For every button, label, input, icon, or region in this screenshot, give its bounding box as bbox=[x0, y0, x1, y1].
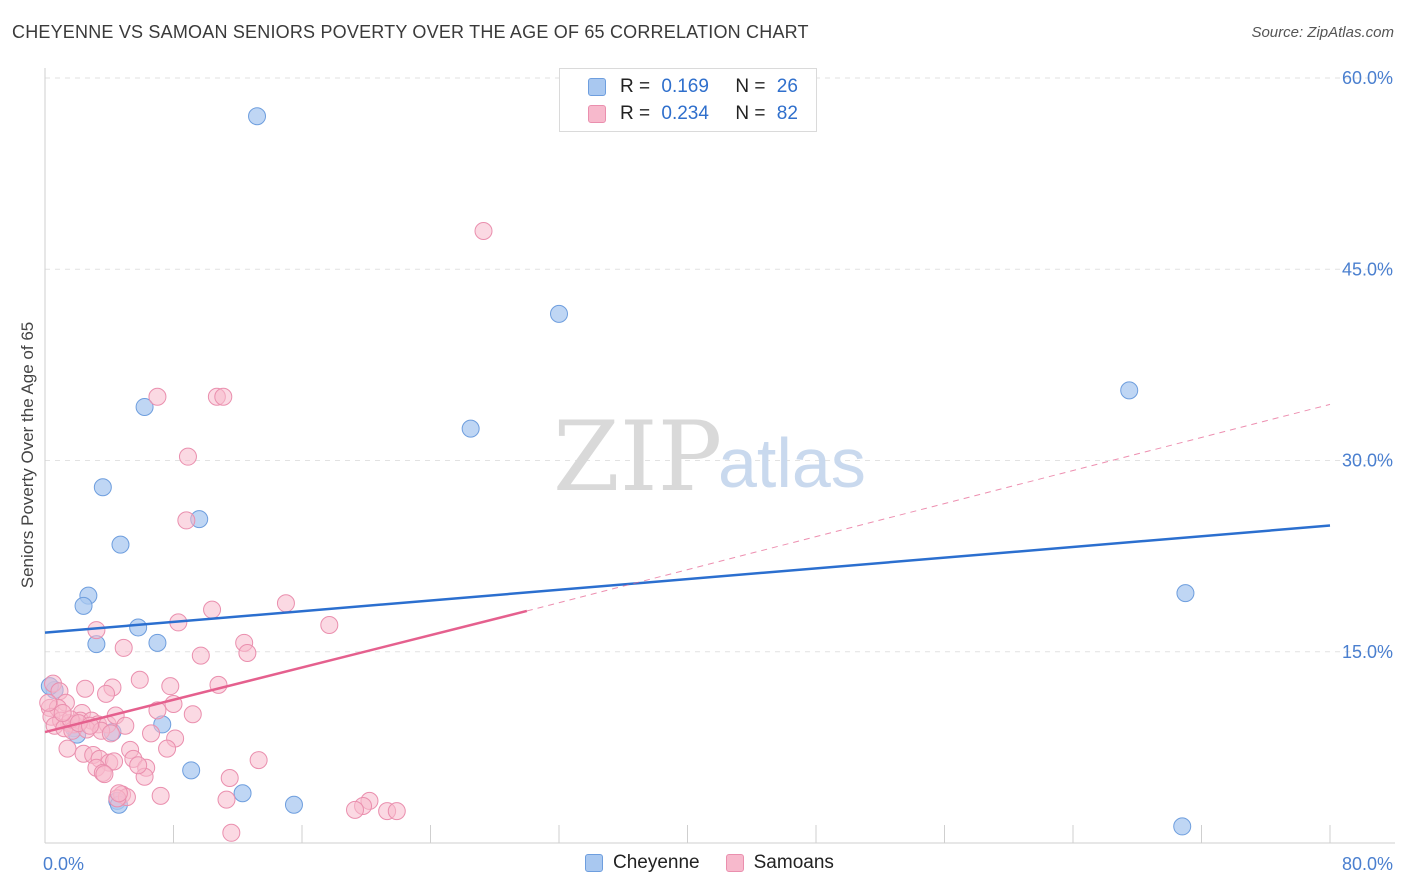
samoan-point bbox=[203, 600, 222, 619]
correlation-legend: R = 0.169 N = 26 R = 0.234 N = 82 bbox=[559, 68, 817, 132]
samoan-point bbox=[58, 739, 77, 758]
x-tick-label: 80.0% bbox=[1342, 854, 1393, 874]
legend-item-samoans[interactable]: Samoans bbox=[725, 852, 834, 874]
chart-title: CHEYENNE VS SAMOAN SENIORS POVERTY OVER … bbox=[12, 22, 809, 42]
samoan-point bbox=[214, 387, 233, 406]
samoan-point bbox=[101, 724, 120, 743]
gridlines bbox=[45, 77, 1395, 653]
samoan-point bbox=[222, 823, 241, 842]
cheyenne-point bbox=[93, 478, 112, 497]
cheyenne-point bbox=[284, 795, 303, 814]
samoan-point bbox=[178, 447, 197, 466]
samoan-point bbox=[95, 765, 114, 784]
watermark: ZIP atlas bbox=[553, 401, 866, 513]
cheyenne-point bbox=[111, 535, 130, 554]
samoan-point bbox=[76, 679, 95, 698]
cheyenne-point bbox=[233, 784, 252, 803]
legend-r-label: R = bbox=[620, 76, 651, 97]
y-tick-label: 45.0% bbox=[1342, 259, 1393, 279]
samoan-swatch bbox=[725, 854, 744, 872]
samoan-point bbox=[148, 387, 167, 406]
samoan-point bbox=[161, 677, 180, 696]
samoan-point bbox=[158, 739, 177, 758]
legend-item-cheyenne[interactable]: Cheyenne bbox=[585, 852, 700, 874]
legend-row-cheyenne: R = 0.169 N = 26 bbox=[588, 75, 798, 99]
legend-r-label: R = bbox=[620, 103, 651, 124]
legend-row-samoans: R = 0.234 N = 82 bbox=[588, 102, 798, 126]
cheyenne-point bbox=[461, 419, 480, 438]
samoan-point bbox=[191, 646, 210, 665]
samoan-point bbox=[116, 716, 135, 735]
y-tick-label: 15.0% bbox=[1342, 642, 1393, 662]
samoan-point bbox=[114, 638, 133, 657]
legend-r-value: 0.169 bbox=[661, 76, 709, 97]
cheyenne-trend-line bbox=[44, 524, 1331, 634]
cheyenne-point bbox=[74, 596, 93, 615]
watermark-zip: ZIP bbox=[553, 401, 722, 513]
tick-labels: 15.0% 30.0% 45.0% 60.0% 0.0% 80.0% bbox=[43, 68, 1393, 874]
samoan-trend-line bbox=[44, 609, 528, 734]
samoan-point bbox=[97, 684, 116, 703]
legend-n-value: 82 bbox=[776, 103, 798, 124]
source-label: Source: ZipAtlas.com bbox=[1251, 24, 1394, 41]
samoan-point bbox=[320, 615, 339, 634]
y-tick-label: 60.0% bbox=[1342, 68, 1393, 88]
cheyenne-point bbox=[1120, 381, 1139, 400]
samoan-point bbox=[217, 790, 236, 809]
cheyenne-point bbox=[182, 761, 201, 780]
samoan-point bbox=[39, 693, 58, 712]
x-tick-label: 0.0% bbox=[43, 854, 84, 874]
cheyenne-point bbox=[1173, 817, 1192, 836]
samoan-point bbox=[129, 756, 148, 775]
series-legend: Cheyenne Samoans bbox=[585, 852, 860, 874]
trend-lines bbox=[44, 403, 1331, 734]
samoan-point bbox=[474, 222, 493, 240]
samoan-point bbox=[105, 752, 124, 771]
samoan-point bbox=[177, 511, 196, 530]
samoan-points bbox=[39, 222, 493, 842]
samoan-point bbox=[109, 784, 128, 803]
samoan-point bbox=[346, 800, 365, 819]
cheyenne-point bbox=[248, 107, 267, 126]
samoan-point bbox=[151, 786, 170, 805]
samoan-point bbox=[142, 724, 161, 743]
samoan-point bbox=[53, 703, 72, 722]
legend-n-label: N = bbox=[735, 76, 766, 97]
y-tick-label: 30.0% bbox=[1342, 451, 1393, 471]
samoan-point bbox=[183, 705, 202, 724]
samoan-point bbox=[130, 670, 149, 689]
watermark-atlas: atlas bbox=[718, 424, 866, 502]
cheyenne-point bbox=[135, 397, 154, 416]
samoan-point bbox=[387, 802, 406, 821]
legend-label-cheyenne: Cheyenne bbox=[613, 852, 700, 873]
cheyenne-swatch bbox=[585, 854, 603, 872]
legend-n-label: N = bbox=[735, 103, 766, 124]
samoan-point bbox=[238, 644, 257, 663]
cheyenne-point bbox=[129, 618, 148, 637]
samoan-point bbox=[220, 768, 239, 787]
samoan-point bbox=[249, 751, 268, 770]
samoan-swatch bbox=[588, 105, 606, 123]
cheyenne-swatch bbox=[588, 78, 606, 96]
cheyenne-point bbox=[1176, 584, 1195, 603]
legend-n-value: 26 bbox=[776, 76, 798, 97]
cheyenne-point bbox=[148, 633, 167, 652]
cheyenne-point bbox=[550, 304, 568, 323]
legend-r-value: 0.234 bbox=[661, 103, 709, 124]
legend-label-samoans: Samoans bbox=[753, 852, 834, 873]
samoan-point bbox=[276, 594, 295, 613]
